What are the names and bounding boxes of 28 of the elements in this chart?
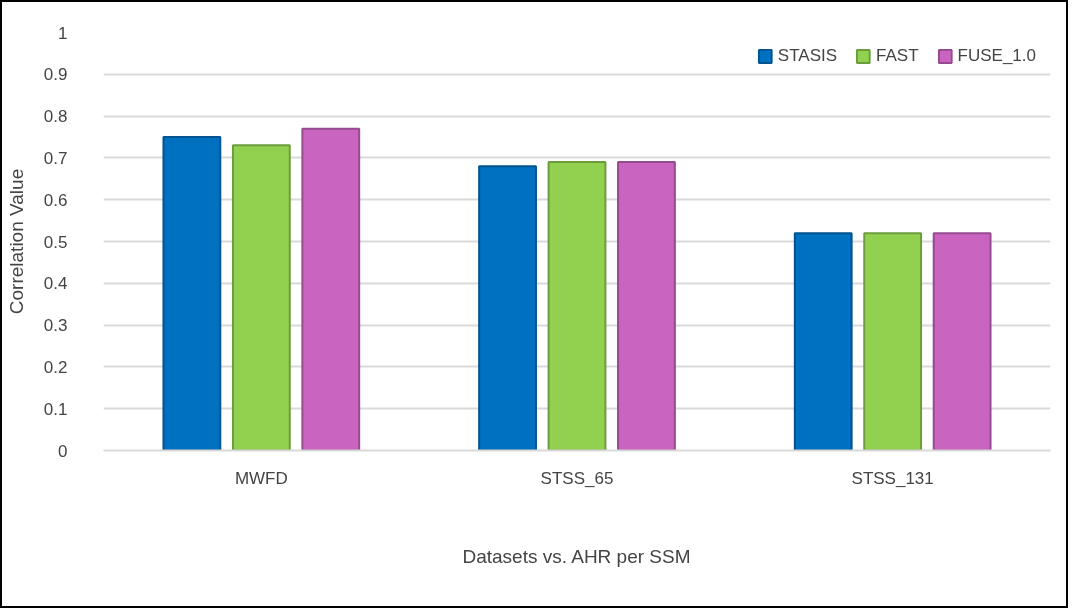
x-tick-label: MWFD [234, 468, 288, 488]
legend-label: STASIS [777, 46, 838, 66]
bar [793, 232, 853, 451]
y-tick-label: 0.1 [43, 399, 68, 419]
bar [301, 127, 361, 451]
x-axis-title: Datasets vs. AHR per SSM [462, 545, 691, 567]
y-tick-label: 1 [58, 23, 68, 43]
y-tick-label: 0.9 [43, 65, 68, 85]
y-tick-label: 0.8 [43, 107, 68, 127]
y-tick-label: 0.4 [43, 274, 68, 294]
bar [863, 232, 923, 451]
x-tick-label: STSS_65 [540, 468, 614, 488]
x-tick-label: STSS_131 [851, 468, 934, 488]
y-tick-label: 0.6 [43, 190, 68, 210]
bar [617, 161, 676, 451]
y-tick-label: 0.2 [43, 357, 68, 377]
bar [231, 144, 291, 451]
legend-label: FUSE_1.0 [957, 46, 1036, 66]
bar [547, 161, 607, 451]
bar [162, 136, 222, 451]
y-tick-label: 0.3 [43, 316, 68, 336]
y-tick-label: 0.5 [43, 232, 68, 252]
bar [478, 165, 537, 451]
y-tick-label: 0.7 [43, 148, 68, 168]
y-axis-title: Correlation Value [5, 168, 27, 315]
legend-label: FAST [876, 46, 919, 66]
y-tick-label: 0 [58, 441, 68, 461]
bar [932, 232, 992, 451]
